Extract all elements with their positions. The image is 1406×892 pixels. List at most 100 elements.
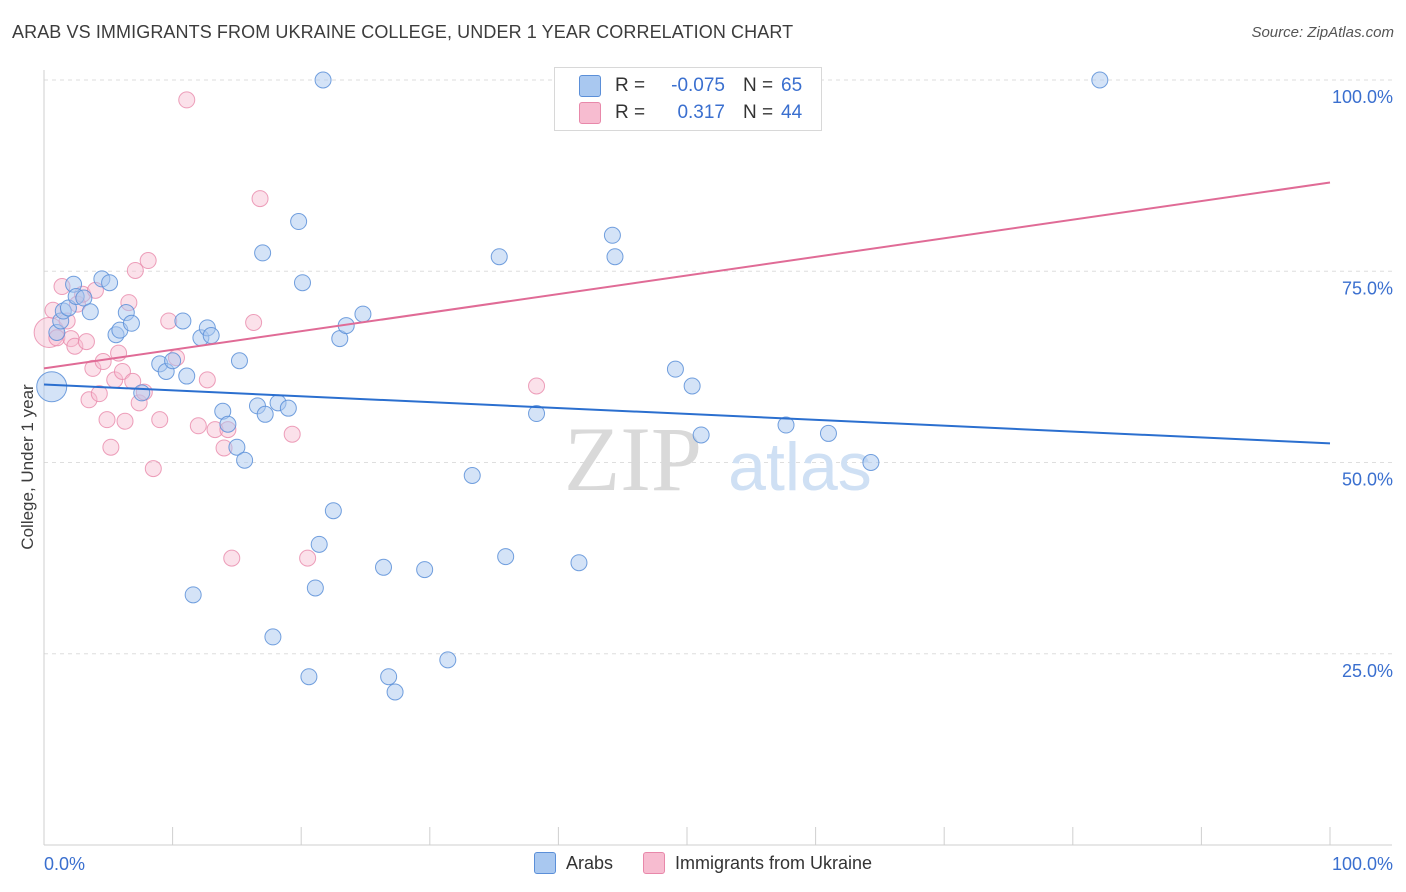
- stats-row-arabs: R = -0.075 N = 65: [579, 74, 802, 98]
- arab-point: [219, 415, 237, 433]
- ukraine-point: [160, 312, 178, 330]
- arab-point: [75, 289, 93, 307]
- arab-point: [174, 312, 192, 330]
- arab-trend-line: [43, 383, 1331, 445]
- r-label: R =: [615, 102, 646, 123]
- n-value: 65: [781, 75, 803, 96]
- y-tick-label: 50.0%: [1342, 470, 1393, 490]
- arab-point: [310, 535, 328, 553]
- stats-legend: R = -0.075 N = 65 R = 0.317 N = 44: [554, 67, 822, 131]
- arabs-swatch: [579, 75, 601, 97]
- arab-point: [819, 424, 837, 442]
- tick-labels: 25.0% 50.0% 75.0% 100.0% 0.0% 100.0%: [44, 87, 1393, 874]
- arab-point: [306, 579, 324, 597]
- ukraine-point: [189, 417, 207, 435]
- arab-point: [184, 586, 202, 604]
- ukraine-point: [102, 438, 120, 456]
- arab-point: [300, 668, 318, 686]
- n-label: N =: [743, 102, 774, 123]
- ukraine-point: [90, 385, 108, 403]
- arab-point: [81, 303, 99, 321]
- arab-point: [1091, 71, 1109, 89]
- ukraine-point: [283, 425, 301, 443]
- legend-item-ukraine[interactable]: Immigrants from Ukraine: [642, 852, 873, 874]
- arabs-legend-swatch: [533, 852, 556, 874]
- arab-point: [862, 454, 880, 471]
- arab-point: [133, 384, 151, 402]
- ukraine-point: [126, 261, 144, 279]
- y-tick-label: 100.0%: [1332, 87, 1393, 107]
- r-label: R =: [615, 75, 646, 96]
- arab-point: [683, 377, 701, 395]
- y-tick-label: 75.0%: [1342, 278, 1393, 298]
- chart-title: ARAB VS IMMIGRANTS FROM UKRAINE COLLEGE,…: [12, 22, 794, 42]
- arab-point: [380, 668, 398, 686]
- ukraine-point: [198, 371, 216, 389]
- ukraine-point: [151, 411, 169, 429]
- arab-point: [439, 651, 457, 669]
- arab-point: [254, 244, 272, 262]
- ukraine-point: [116, 412, 134, 430]
- arab-point: [777, 416, 795, 434]
- legend-item-arabs[interactable]: Arabs: [533, 852, 613, 874]
- ukraine-trend-line: [43, 181, 1331, 370]
- y-tick-label: 25.0%: [1342, 661, 1393, 681]
- ukraine-point: [98, 411, 116, 429]
- arab-point: [264, 628, 282, 646]
- arab-point: [36, 371, 68, 403]
- series-ukraine: [33, 71, 681, 567]
- legend-label-ukraine: Immigrants from Ukraine: [674, 852, 873, 873]
- arab-point: [692, 426, 710, 444]
- ukraine-point: [299, 549, 317, 567]
- arab-point: [375, 558, 393, 576]
- axes: [43, 70, 1392, 846]
- trend-lines: [43, 181, 1331, 445]
- arab-point: [354, 305, 372, 323]
- arab-point: [570, 554, 588, 572]
- watermark: ZIP atlas: [564, 408, 872, 510]
- arab-point: [528, 405, 546, 423]
- arab-point: [324, 502, 342, 520]
- ukraine-point: [113, 362, 131, 380]
- arab-point: [606, 248, 624, 266]
- source-label: Source: ZipAtlas.com: [1251, 24, 1394, 41]
- arab-point: [314, 71, 332, 89]
- ukraine-point: [251, 190, 269, 208]
- arab-point: [293, 274, 311, 292]
- arab-point: [101, 274, 119, 292]
- arab-point: [490, 248, 508, 266]
- ukraine-point: [77, 333, 95, 351]
- arab-point: [236, 451, 254, 469]
- x-tick-label: 100.0%: [1332, 854, 1393, 874]
- ukraine-point: [245, 314, 263, 332]
- ukraine-point: [223, 549, 241, 567]
- arab-point: [122, 314, 140, 332]
- r-value: -0.075: [671, 75, 725, 96]
- ukraine-point: [80, 391, 98, 409]
- ukraine-legend-swatch: [642, 852, 665, 874]
- arab-point: [666, 360, 684, 378]
- watermark-atlas: atlas: [728, 429, 872, 505]
- arab-point: [178, 367, 196, 385]
- x-tick-label: 0.0%: [44, 854, 85, 874]
- series-legend: Arabs Immigrants from Ukraine: [0, 852, 1406, 874]
- arab-point: [202, 327, 220, 345]
- arab-point: [463, 467, 481, 485]
- arab-point: [164, 352, 182, 370]
- ukraine-swatch: [579, 102, 601, 124]
- watermark-zip: ZIP: [564, 408, 702, 510]
- r-value: 0.317: [677, 102, 725, 123]
- arab-point: [386, 683, 404, 701]
- arab-point: [416, 561, 434, 579]
- arab-point: [230, 352, 248, 370]
- arab-point: [603, 226, 621, 244]
- ukraine-point: [144, 460, 162, 478]
- arab-point: [497, 548, 515, 566]
- arab-point: [228, 438, 246, 456]
- series-arabs: [36, 71, 1109, 701]
- arab-point: [290, 213, 308, 231]
- ukraine-point: [528, 377, 546, 395]
- ukraine-point: [178, 91, 196, 109]
- arab-point: [279, 399, 297, 417]
